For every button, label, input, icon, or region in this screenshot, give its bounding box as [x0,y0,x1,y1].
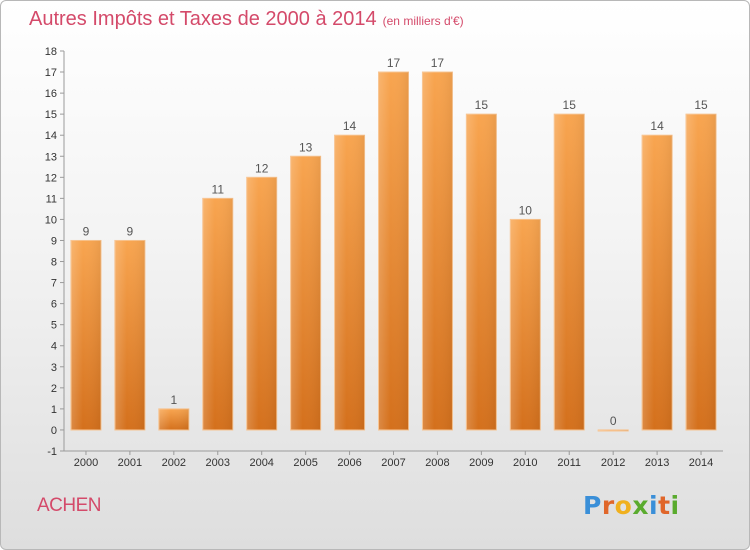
chart-bars [70,71,717,432]
bar-highlight [554,114,585,430]
x-tick-label: 2012 [601,457,625,469]
x-tick-label: 2001 [118,457,142,469]
y-tick-label: 5 [51,320,57,332]
proxiti-logo: Proxiti [583,491,680,520]
y-tick-label: -1 [47,446,57,458]
x-tick-label: 2000 [74,457,98,469]
data-label: 15 [475,98,489,112]
y-tick-label: 6 [51,299,57,311]
data-label: 14 [650,119,664,133]
y-tick-label: 10 [45,214,57,226]
bar-highlight [290,156,321,430]
data-label: 15 [563,98,577,112]
logo-letter: o [614,491,633,520]
x-tick-label: 2013 [645,457,669,469]
y-tick-label: 13 [45,151,57,163]
y-tick-label: 16 [45,88,57,100]
y-tick-label: 15 [45,109,57,121]
logo-letter: r [601,491,615,520]
bar-highlight [334,135,365,430]
chart-title: Autres Impôts et Taxes de 2000 à 2014 (en… [29,8,464,31]
y-tick-label: 11 [46,193,57,205]
y-tick-label: 9 [51,235,57,247]
bar-highlight [158,408,189,430]
chart-title-text: Autres Impôts et Taxes de 2000 à 2014 [29,8,377,30]
y-tick-label: 3 [51,362,57,374]
data-label: 17 [431,56,445,70]
data-label: 12 [255,161,269,175]
bar-highlight [378,72,409,430]
bar-highlight [642,135,673,430]
data-label: 9 [83,224,90,238]
data-label: 10 [519,203,533,217]
x-tick-label: 2004 [249,457,273,469]
x-tick-label: 2009 [469,457,493,469]
x-tick-label: 2011 [557,457,581,469]
data-label: 14 [343,119,357,133]
x-tick-label: 2007 [381,457,405,469]
y-tick-label: 18 [45,46,57,58]
x-tick-label: 2002 [162,457,186,469]
bar-highlight [70,240,101,430]
logo-letter: i [670,491,680,520]
y-tick-label: 1 [51,404,57,416]
data-label: 13 [299,140,313,154]
bar-highlight [686,114,717,430]
logo-letter: t [658,491,671,520]
y-tick-label: 12 [45,172,57,184]
bar-highlight [466,114,497,430]
bar-highlight [114,240,145,430]
y-tick-label: 17 [45,67,57,79]
logo-letter: P [583,491,602,520]
bar-highlight [510,219,541,430]
logo-letter: x [632,491,649,520]
y-tick-label: 8 [51,257,57,269]
y-tick-label: 0 [51,425,57,437]
y-tick-label: 2 [51,383,57,395]
y-tick-label: 7 [51,278,57,290]
x-tick-label: 2006 [337,457,361,469]
x-tick-label: 2005 [293,457,317,469]
data-label: 15 [694,98,708,112]
commune-name: ACHEN [37,495,102,516]
data-label: 1 [170,393,177,407]
y-tick-label: 14 [45,130,57,142]
bar-highlight [422,72,453,430]
data-label: 17 [387,56,401,70]
bar-highlight [202,198,233,430]
logo-letter: i [649,491,659,520]
bar-highlight [598,429,629,431]
data-label: 9 [127,224,134,238]
chart-subtitle: (en milliers d'€) [382,14,464,28]
bar-highlight [246,177,277,430]
data-label: 0 [610,414,617,428]
x-tick-label: 2010 [513,457,537,469]
y-tick-label: 4 [51,341,57,353]
data-label: 11 [212,182,225,196]
x-tick-label: 2008 [425,457,449,469]
x-tick-label: 2014 [689,457,713,469]
x-tick-label: 2003 [206,457,230,469]
